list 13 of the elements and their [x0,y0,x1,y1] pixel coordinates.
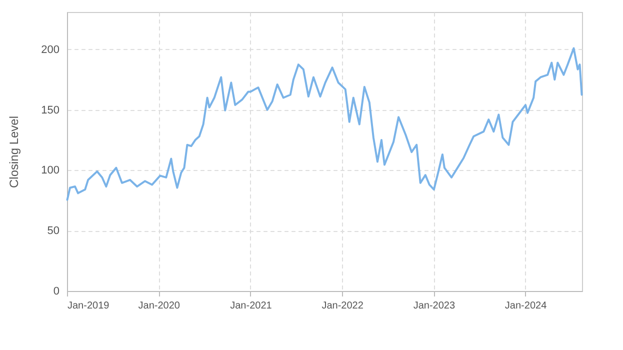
y-tick-label: 200 [41,44,60,56]
x-tick-label: Jan-2020 [138,300,180,312]
x-tick-label: Jan-2023 [413,300,456,312]
y-tick-label: 150 [41,104,60,116]
y-tick-label: 0 [53,286,60,298]
y-axis-title: Closing Level [7,116,22,188]
line-series [66,47,583,201]
x-tick-label: Jan-2024 [504,300,548,312]
x-tick-label: Jan-2019 [68,300,110,312]
x-tick-label: Jan-2021 [230,300,272,312]
y-tick-label: 100 [41,164,60,177]
y-tick-label: 50 [47,225,60,238]
x-tick-label: Jan-2022 [322,300,364,312]
